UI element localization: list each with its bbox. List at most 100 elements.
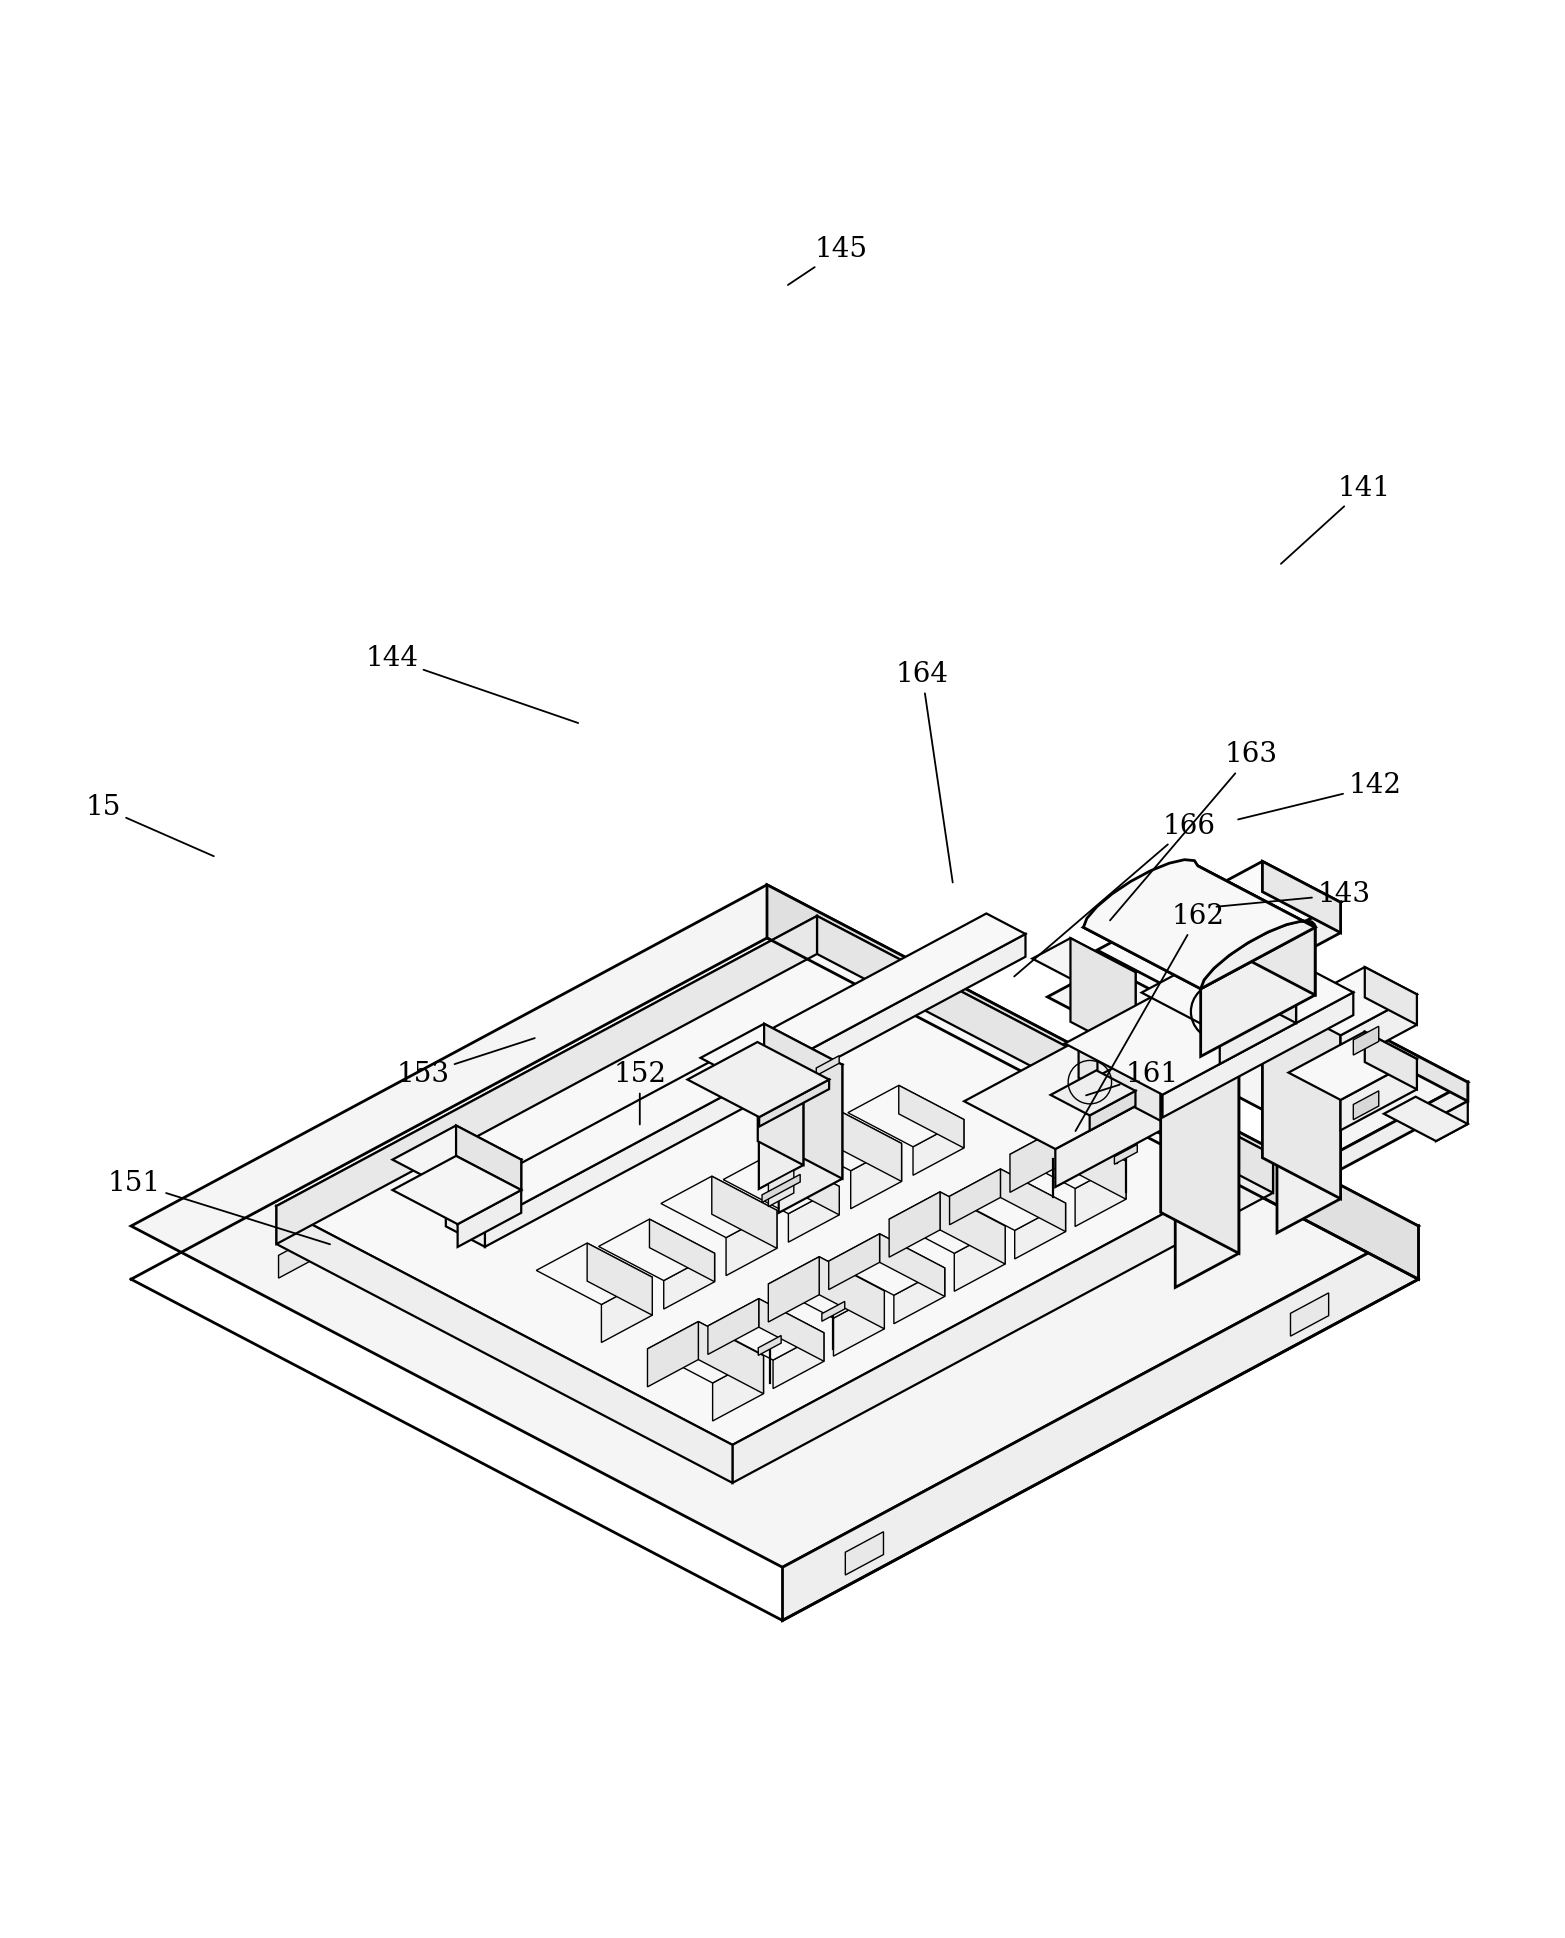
Polygon shape xyxy=(880,1235,945,1297)
Polygon shape xyxy=(1000,1169,1066,1233)
Polygon shape xyxy=(950,1169,1000,1225)
Polygon shape xyxy=(1288,1031,1416,1101)
Polygon shape xyxy=(1163,992,1354,1118)
Polygon shape xyxy=(457,1159,521,1225)
Polygon shape xyxy=(889,1192,1005,1254)
Polygon shape xyxy=(1288,967,1416,1035)
Polygon shape xyxy=(759,1298,823,1360)
Polygon shape xyxy=(1089,1091,1136,1130)
Polygon shape xyxy=(759,1079,829,1126)
Polygon shape xyxy=(1050,1070,1136,1116)
Polygon shape xyxy=(898,1085,964,1147)
Polygon shape xyxy=(889,1192,941,1258)
Polygon shape xyxy=(764,1023,842,1178)
Polygon shape xyxy=(1097,928,1239,1002)
Polygon shape xyxy=(829,1235,880,1289)
Text: 144: 144 xyxy=(365,645,577,723)
Polygon shape xyxy=(779,1064,842,1213)
Polygon shape xyxy=(803,934,1025,1076)
Polygon shape xyxy=(786,1109,901,1171)
Text: 153: 153 xyxy=(396,1039,535,1087)
Polygon shape xyxy=(817,1056,839,1076)
Polygon shape xyxy=(912,1120,964,1174)
Polygon shape xyxy=(764,913,1025,1054)
Polygon shape xyxy=(767,886,1418,1279)
Polygon shape xyxy=(1083,860,1315,988)
Polygon shape xyxy=(1200,928,1315,1056)
Text: 152: 152 xyxy=(613,1060,667,1124)
Polygon shape xyxy=(279,1235,316,1279)
Polygon shape xyxy=(768,1171,793,1207)
Text: 145: 145 xyxy=(787,236,869,285)
Polygon shape xyxy=(1200,921,1315,988)
Polygon shape xyxy=(1354,1091,1379,1120)
Polygon shape xyxy=(1114,1145,1138,1165)
Polygon shape xyxy=(759,1089,803,1188)
Polygon shape xyxy=(1197,866,1315,994)
Polygon shape xyxy=(664,1254,715,1308)
Polygon shape xyxy=(537,1242,653,1304)
Polygon shape xyxy=(648,1322,764,1384)
Polygon shape xyxy=(845,1531,884,1576)
Polygon shape xyxy=(1141,952,1296,1033)
Polygon shape xyxy=(601,1277,653,1343)
Polygon shape xyxy=(707,1298,823,1360)
Polygon shape xyxy=(836,1109,901,1182)
Polygon shape xyxy=(1341,994,1416,1066)
Polygon shape xyxy=(768,1256,818,1322)
Polygon shape xyxy=(1009,1128,1125,1188)
Polygon shape xyxy=(1064,942,1354,1095)
Polygon shape xyxy=(1055,1087,1169,1188)
Polygon shape xyxy=(485,1070,772,1246)
Text: 166: 166 xyxy=(1014,812,1216,977)
Polygon shape xyxy=(762,1174,800,1202)
Polygon shape xyxy=(277,917,817,1244)
Polygon shape xyxy=(1263,990,1341,1200)
Polygon shape xyxy=(757,1066,803,1165)
Polygon shape xyxy=(1014,1203,1066,1260)
Polygon shape xyxy=(649,1219,715,1281)
Polygon shape xyxy=(1070,938,1136,1056)
Polygon shape xyxy=(446,1050,772,1225)
Polygon shape xyxy=(1175,928,1468,1101)
Polygon shape xyxy=(773,1333,823,1388)
Polygon shape xyxy=(131,886,1418,1568)
Polygon shape xyxy=(1365,1031,1416,1089)
Polygon shape xyxy=(277,1205,732,1483)
Polygon shape xyxy=(1175,969,1239,1287)
Polygon shape xyxy=(1083,866,1315,988)
Polygon shape xyxy=(446,1203,485,1246)
Polygon shape xyxy=(723,996,762,1039)
Polygon shape xyxy=(822,1302,845,1322)
Polygon shape xyxy=(1175,903,1341,1021)
Polygon shape xyxy=(782,1227,1418,1620)
Polygon shape xyxy=(955,1227,1005,1291)
Polygon shape xyxy=(455,1126,521,1190)
Polygon shape xyxy=(1383,1097,1468,1141)
Polygon shape xyxy=(941,1192,1005,1264)
Polygon shape xyxy=(1097,973,1136,1076)
Text: 162: 162 xyxy=(1075,903,1225,1132)
Polygon shape xyxy=(1161,928,1239,1254)
Text: 15: 15 xyxy=(86,795,214,857)
Polygon shape xyxy=(789,1186,839,1242)
Polygon shape xyxy=(714,1066,803,1112)
Text: 142: 142 xyxy=(1238,773,1402,820)
Polygon shape xyxy=(1341,1081,1468,1169)
Polygon shape xyxy=(834,1291,884,1357)
Polygon shape xyxy=(660,1176,776,1238)
Text: 161: 161 xyxy=(1086,1060,1178,1095)
Polygon shape xyxy=(277,917,1272,1446)
Polygon shape xyxy=(775,1153,839,1215)
Polygon shape xyxy=(712,1176,776,1248)
Polygon shape xyxy=(1219,992,1296,1064)
Polygon shape xyxy=(950,1169,1066,1231)
Polygon shape xyxy=(964,1041,1169,1149)
Polygon shape xyxy=(1075,1161,1125,1227)
Polygon shape xyxy=(393,1126,521,1194)
Polygon shape xyxy=(829,1235,945,1295)
Text: 163: 163 xyxy=(1110,742,1277,921)
Polygon shape xyxy=(851,1143,901,1209)
Polygon shape xyxy=(1218,952,1296,1023)
Polygon shape xyxy=(1033,938,1136,992)
